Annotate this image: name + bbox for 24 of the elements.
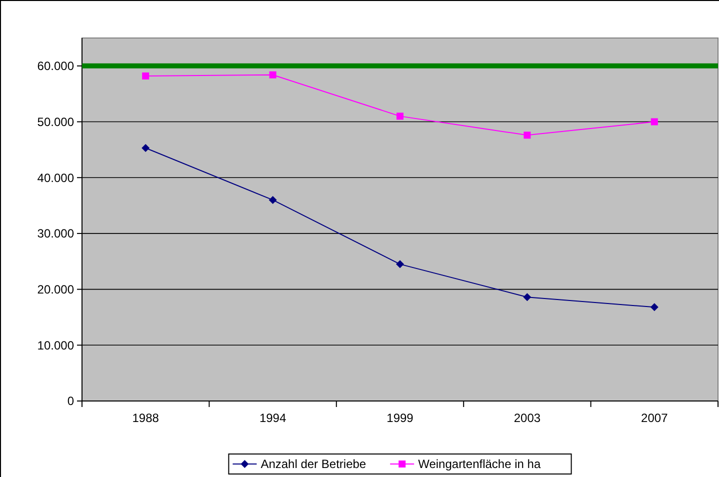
x-tick-label: 2007	[641, 411, 668, 425]
point	[524, 132, 531, 139]
point	[523, 293, 532, 302]
x-tick-label: 2003	[514, 411, 541, 425]
point	[142, 72, 150, 80]
point	[396, 112, 404, 120]
y-tick-label: 10.000	[37, 338, 74, 352]
point	[269, 71, 276, 78]
point	[396, 260, 404, 268]
y-tick-label: 50.000	[37, 114, 74, 129]
y-tick-label: 60.000	[37, 59, 74, 74]
y-tick-label: 20.000	[37, 282, 74, 297]
point	[142, 144, 150, 152]
x-tick-label: 1988	[132, 411, 160, 425]
legend-label: Weingartenfläche in ha	[418, 457, 541, 471]
y-tick-label: 0	[67, 394, 74, 408]
x-tick-label: 1994	[259, 411, 286, 425]
legend-label: Anzahl der Betriebe	[260, 457, 366, 471]
point	[650, 303, 658, 312]
x-tick-label: 1999	[386, 411, 414, 425]
y-tick-label: 40.000	[37, 170, 74, 185]
point	[268, 196, 277, 204]
y-tick-label: 30.000	[37, 226, 74, 241]
point	[650, 118, 658, 126]
